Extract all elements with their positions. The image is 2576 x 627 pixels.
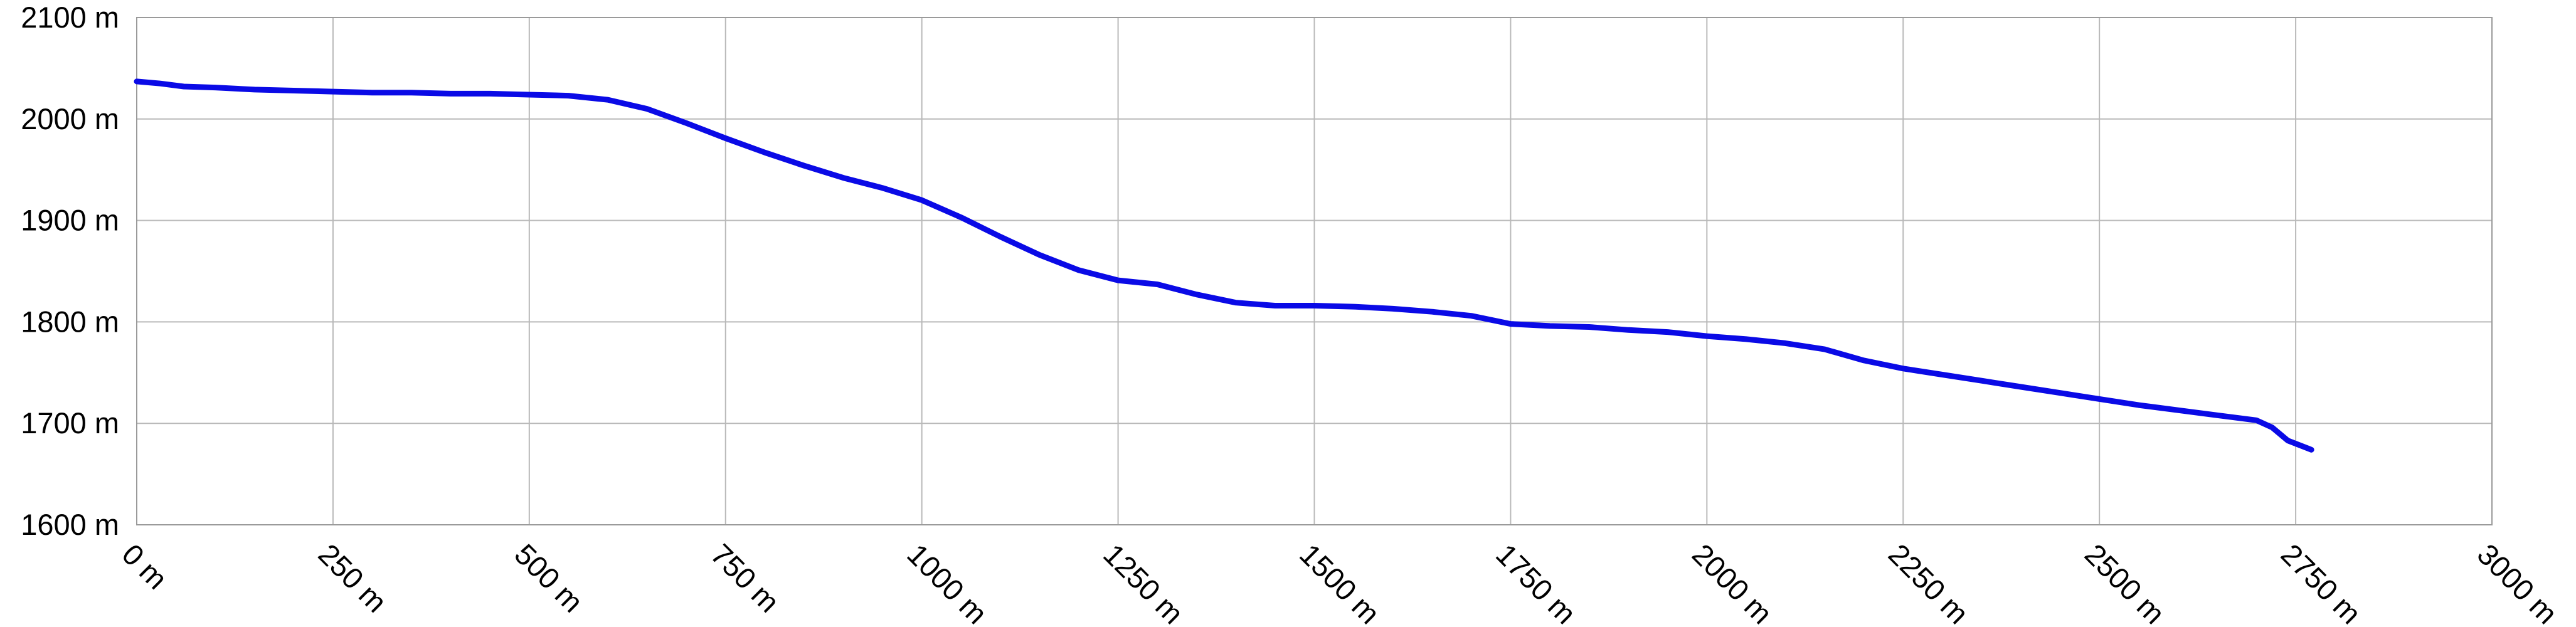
x-tick-label: 250 m bbox=[312, 537, 394, 619]
x-tick-label: 1750 m bbox=[1490, 537, 1582, 627]
y-tick-label: 2000 m bbox=[21, 102, 119, 135]
x-tick-label: 750 m bbox=[704, 537, 786, 619]
x-tick-label: 2750 m bbox=[2275, 537, 2368, 627]
elevation-line bbox=[134, 78, 2314, 453]
y-tick-label: 1900 m bbox=[21, 204, 119, 237]
x-tick-label: 1000 m bbox=[901, 537, 994, 627]
y-tick-label: 1600 m bbox=[21, 508, 119, 541]
x-tick-label: 3000 m bbox=[2471, 537, 2564, 627]
x-tick-label: 500 m bbox=[508, 537, 590, 619]
plot-area-frame bbox=[136, 17, 2493, 525]
y-axis-tick-labels: 1600 m 1700 m 1800 m 1900 m 2000 m 2100 m bbox=[21, 1, 119, 541]
x-axis-tick-labels: 0 m 250 m 500 m 750 m 1000 m 1250 m 1500 m 1750… bbox=[116, 537, 2564, 627]
x-tick-label: 1500 m bbox=[1293, 537, 1386, 627]
y-tick-label: 1700 m bbox=[21, 406, 119, 440]
y-tick-label: 1800 m bbox=[21, 305, 119, 338]
x-tick-label: 2250 m bbox=[1882, 537, 1975, 627]
x-tick-label: 0 m bbox=[116, 537, 174, 596]
x-tick-label: 2000 m bbox=[1686, 537, 1779, 627]
x-tick-label: 1250 m bbox=[1097, 537, 1190, 627]
y-tick-label: 2100 m bbox=[21, 1, 119, 34]
x-tick-label: 2500 m bbox=[2079, 537, 2171, 627]
